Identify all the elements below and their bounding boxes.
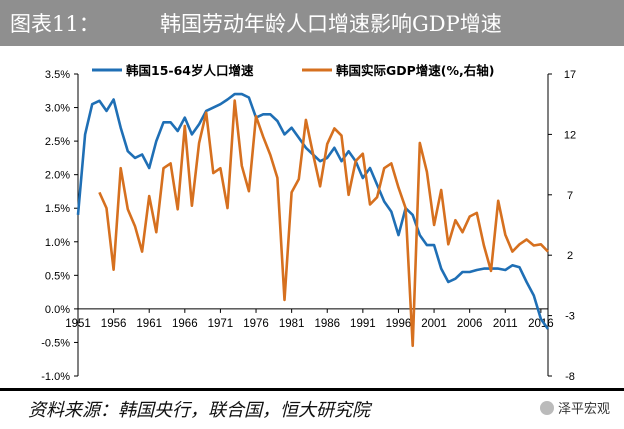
right-tick-label: 12 bbox=[564, 129, 576, 141]
left-tick-label: 3.5% bbox=[45, 69, 70, 81]
left-tick-label: -0.5% bbox=[41, 337, 70, 349]
x-tick-label: 1981 bbox=[279, 318, 305, 330]
left-tick-label: -1.0% bbox=[41, 371, 70, 383]
gdp-growth-line bbox=[98, 99, 549, 348]
watermark: 泽平宏观 bbox=[540, 398, 610, 417]
left-tick-label: 2.0% bbox=[45, 170, 70, 182]
right-tick-label: -8 bbox=[565, 371, 575, 383]
left-tick-label: 0.5% bbox=[45, 270, 70, 282]
figure-title-bar: 图表11： 韩国劳动年龄人口增速影响GDP增速 bbox=[0, 0, 624, 46]
legend-label-gdp: 韩国实际GDP增速(%,右轴) bbox=[336, 63, 495, 78]
x-tick-label: 2006 bbox=[457, 318, 483, 330]
x-tick-label: 1951 bbox=[65, 318, 91, 330]
x-tick-label: 2001 bbox=[421, 318, 447, 330]
left-tick-label: 3.0% bbox=[45, 103, 70, 115]
bottom-divider bbox=[0, 388, 624, 391]
left-tick-label: 1.5% bbox=[45, 203, 70, 215]
x-tick-label: 1996 bbox=[386, 318, 412, 330]
right-tick-label: 7 bbox=[567, 190, 573, 202]
x-tick-label: 2011 bbox=[493, 318, 518, 330]
figure-number: 图表11： bbox=[10, 12, 100, 36]
right-tick-label: 17 bbox=[564, 69, 576, 81]
figure-title: 韩国劳动年龄人口增速影响GDP增速 bbox=[160, 12, 502, 36]
legend-label-population: 韩国15-64岁人口增速 bbox=[126, 63, 254, 78]
x-tick-label: 1961 bbox=[136, 318, 162, 330]
left-tick-label: 1.0% bbox=[45, 237, 70, 249]
source-note: 资料来源：韩国央行，联合国，恒大研究院 bbox=[28, 400, 370, 421]
x-tick-label: 1956 bbox=[101, 318, 127, 330]
watermark-text: 泽平宏观 bbox=[558, 402, 611, 417]
right-tick-label: -3 bbox=[565, 311, 575, 323]
dual-axis-line-chart: 3.5% 3.0% 2.5% 2.0% 1.5% 1.0% 0.5% 0.0% -0.5% -1.… bbox=[41, 63, 576, 383]
x-tick-label: 1971 bbox=[208, 318, 234, 330]
right-tick-label: 2 bbox=[567, 250, 573, 262]
x-tick-label: 1991 bbox=[350, 318, 376, 330]
wechat-logo-icon bbox=[540, 400, 554, 415]
x-tick-label: 1986 bbox=[314, 318, 340, 330]
x-tick-label: 1976 bbox=[243, 318, 269, 330]
x-tick-label: 1966 bbox=[172, 318, 198, 330]
left-tick-label: 0.0% bbox=[45, 304, 70, 316]
left-tick-label: 2.5% bbox=[45, 136, 70, 148]
